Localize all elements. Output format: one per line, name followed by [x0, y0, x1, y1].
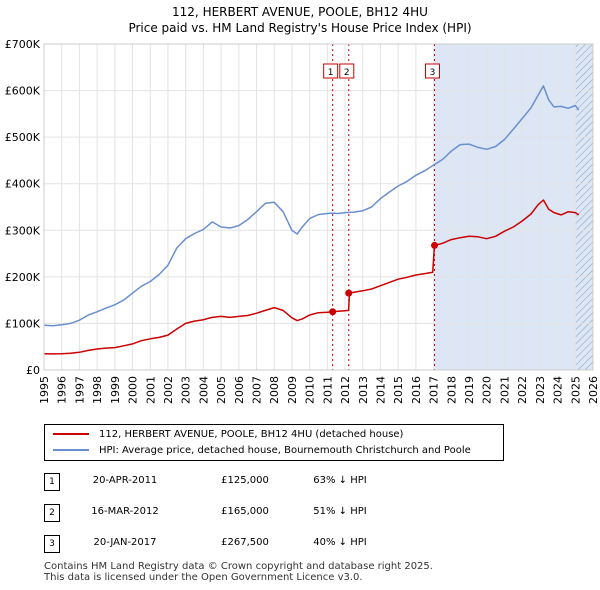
legend-price-swatch — [53, 433, 89, 435]
x-tick-label: 2023 — [534, 376, 547, 404]
x-tick-label: 2018 — [445, 376, 458, 404]
x-tick-label: 2020 — [481, 376, 494, 404]
legend-item-price: 112, HERBERT AVENUE, POOLE, BH12 4HU (de… — [53, 427, 403, 443]
x-tick-label: 2026 — [587, 376, 600, 404]
x-tick-label: 2025 — [569, 376, 582, 404]
legend-item-hpi: HPI: Average price, detached house, Bour… — [53, 443, 471, 459]
sale-price: £125,000 — [221, 475, 269, 486]
x-tick-label: 2024 — [552, 376, 565, 404]
x-tick-label: 2013 — [357, 376, 370, 404]
legend-price-label: 112, HERBERT AVENUE, POOLE, BH12 4HU (de… — [99, 429, 404, 440]
sale-number: 2 — [44, 504, 60, 522]
sale-hpi-diff: 63% ↓ HPI — [313, 475, 367, 486]
sale-date: 20-APR-2011 — [92, 475, 158, 486]
x-tick-label: 2000 — [127, 376, 140, 404]
x-tick-label: 2016 — [410, 376, 423, 404]
footer-copyright: Contains HM Land Registry data © Crown c… — [44, 561, 433, 572]
footer-licence: This data is licensed under the Open Gov… — [44, 572, 363, 583]
x-tick-label: 2002 — [162, 376, 175, 404]
post-sale-shading — [434, 44, 593, 370]
y-tick-label: £100K — [5, 317, 41, 330]
y-tick-label: £400K — [5, 178, 41, 191]
y-tick-label: £600K — [5, 85, 41, 98]
sale-date: 20-JAN-2017 — [93, 537, 157, 548]
forecast-hatch — [575, 44, 593, 370]
x-tick-label: 2003 — [180, 376, 193, 404]
sale-point — [329, 308, 337, 316]
sale-label-box — [424, 63, 440, 79]
x-tick-label: 2006 — [233, 376, 246, 404]
sale-hpi-diff: 40% ↓ HPI — [313, 537, 367, 548]
x-tick-label: 2022 — [516, 376, 529, 404]
sale-row: 2 16-MAR-2012 £165,000 51% ↓ HPI — [0, 504, 600, 524]
x-tick-label: 2001 — [144, 376, 157, 404]
x-tick-label: 2007 — [251, 376, 264, 404]
y-tick-label: £500K — [5, 131, 41, 144]
x-tick-label: 1999 — [109, 376, 122, 404]
sale-label-number: 2 — [344, 68, 350, 78]
x-tick-label: 2011 — [321, 376, 334, 404]
sale-number: 3 — [44, 535, 60, 553]
x-tick-label: 2010 — [304, 376, 317, 404]
legend-hpi-label: HPI: Average price, detached house, Bour… — [99, 445, 471, 456]
x-tick-label: 2012 — [339, 376, 352, 404]
legend-hpi-swatch — [53, 449, 89, 451]
sale-date: 16-MAR-2012 — [91, 506, 159, 517]
sale-label-number: 1 — [328, 68, 334, 78]
x-tick-label: 1998 — [91, 376, 104, 404]
chart-title-line1: 112, HERBERT AVENUE, POOLE, BH12 4HU — [172, 5, 428, 19]
y-tick-label: £200K — [5, 271, 41, 284]
sale-price: £165,000 — [221, 506, 269, 517]
hpi-line — [43, 85, 580, 327]
sale-number: 1 — [44, 473, 60, 491]
x-tick-label: 1997 — [73, 376, 86, 404]
x-tick-label: 2021 — [498, 376, 511, 404]
chart-title-line2: Price paid vs. HM Land Registry's House … — [128, 21, 472, 35]
plot-frame — [43, 43, 594, 371]
sale-point — [430, 241, 438, 249]
x-tick-label: 2014 — [374, 376, 387, 404]
sale-hpi-diff: 51% ↓ HPI — [313, 506, 367, 517]
x-tick-label: 1996 — [56, 376, 69, 404]
sale-label-box — [323, 63, 339, 79]
sale-row: 3 20-JAN-2017 £267,500 40% ↓ HPI — [0, 535, 600, 555]
y-tick-label: £0 — [26, 364, 40, 377]
y-tick-label: £700K — [5, 38, 41, 51]
footer: Contains HM Land Registry data © Crown c… — [44, 561, 433, 583]
sale-label-box — [339, 63, 355, 79]
sale-point — [345, 289, 353, 297]
chart-legend: 112, HERBERT AVENUE, POOLE, BH12 4HU (de… — [44, 424, 504, 461]
x-tick-label: 1995 — [38, 376, 51, 404]
sale-label-number: 3 — [430, 68, 436, 78]
y-tick-label: £300K — [5, 224, 41, 237]
x-tick-label: 2008 — [268, 376, 281, 404]
x-tick-label: 2009 — [286, 376, 299, 404]
sale-row: 1 20-APR-2011 £125,000 63% ↓ HPI — [0, 473, 600, 493]
price-chart: £0 £100K £200K £300K £400K £500K £600K £700K 199… — [5, 38, 600, 404]
x-tick-label: 2004 — [197, 376, 210, 404]
x-tick-label: 2017 — [428, 376, 441, 404]
x-tick-label: 2005 — [215, 376, 228, 404]
sale-price: £267,500 — [221, 537, 269, 548]
x-tick-label: 2015 — [392, 376, 405, 404]
x-tick-label: 2019 — [463, 376, 476, 404]
